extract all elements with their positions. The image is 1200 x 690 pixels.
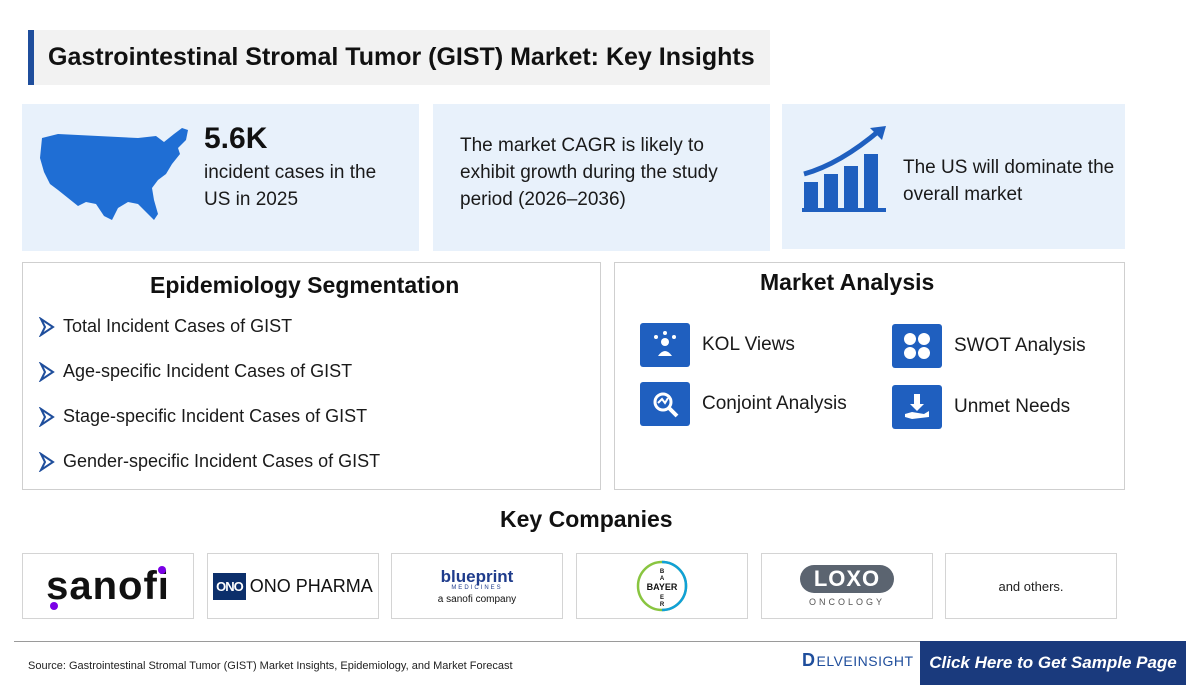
key-companies-title: Key Companies: [500, 506, 673, 532]
chevron-right-icon: [38, 451, 55, 472]
blueprint-sub: MEDICINES: [451, 585, 503, 591]
unmet-needs-icon: [892, 385, 942, 429]
ono-box-mark: ONO: [213, 572, 246, 600]
epi-item-stage: Stage-specific Incident Cases of GIST: [38, 406, 367, 427]
ma-item-swot: SWOT Analysis: [892, 324, 1086, 368]
incident-cases-text: incident cases in the US in 2025: [204, 162, 377, 210]
loxo-sub: ONCOLOGY: [808, 597, 885, 607]
ma-item-unmet: Unmet Needs: [892, 385, 1070, 429]
chevron-right-icon: [38, 406, 55, 427]
others-text: and others.: [998, 578, 1064, 594]
delveinsight-wordmark: ELVEINSIGHT: [816, 652, 914, 669]
sanofi-wordmark: sanofi: [46, 563, 170, 608]
ma-item-conjoint: Conjoint Analysis: [640, 382, 847, 426]
logo-loxo: LOXO ONCOLOGY: [761, 553, 933, 619]
loxo-logo: LOXO ONCOLOGY: [799, 565, 895, 607]
cagr-text: The market CAGR is likely to exhibit gro…: [460, 135, 718, 210]
chevron-right-icon: [38, 361, 55, 382]
svg-text:R: R: [660, 602, 665, 608]
epidemiology-panel: [22, 262, 601, 490]
title-accent-bar: [28, 30, 34, 85]
delveinsight-mark: D: [802, 650, 816, 670]
epi-item-label: Gender-specific Incident Cases of GIST: [63, 451, 381, 471]
kol-icon: [640, 323, 690, 367]
page-title: Gastrointestinal Stromal Tumor (GIST) Ma…: [48, 43, 755, 71]
ono-pharma-logo: ONO ONO PHARMA: [213, 572, 373, 600]
ma-item-label: Unmet Needs: [954, 396, 1071, 417]
loxo-wordmark: LOXO: [799, 565, 895, 593]
chevron-right-icon: [38, 316, 55, 337]
svg-text:BAYER: BAYER: [647, 582, 678, 592]
svg-text:B: B: [660, 569, 665, 575]
epi-item-label: Age-specific Incident Cases of GIST: [63, 361, 353, 381]
bayer-cross-logo: BAYER B A E R: [636, 560, 688, 612]
footer-divider: [14, 641, 1186, 642]
logo-sanofi: sanofi: [22, 553, 194, 619]
svg-text:E: E: [660, 595, 664, 601]
epi-item-age: Age-specific Incident Cases of GIST: [38, 361, 352, 382]
epi-item-label: Total Incident Cases of GIST: [63, 316, 293, 336]
source-text: Source: Gastrointestinal Stromal Tumor (…: [28, 660, 513, 672]
title-bar: Gastrointestinal Stromal Tumor (GIST) Ma…: [28, 30, 770, 85]
insight-card-us-dominance: [782, 104, 1125, 249]
us-map-icon: [40, 128, 188, 220]
ma-item-label: KOL Views: [702, 334, 795, 355]
market-analysis-title: Market Analysis: [760, 269, 935, 295]
sample-page-button[interactable]: Click Here to Get Sample Page: [920, 641, 1186, 685]
epi-item-label: Stage-specific Incident Cases of GIST: [63, 406, 368, 426]
logo-ono-pharma: ONO ONO PHARMA: [207, 553, 379, 619]
insight-card-cagr: [433, 104, 770, 251]
epi-item-gender: Gender-specific Incident Cases of GIST: [38, 451, 380, 472]
growth-chart-icon: [802, 126, 886, 212]
sanofi-logo: sanofi: [46, 563, 170, 610]
swot-icon: [892, 324, 942, 368]
svg-text:A: A: [660, 576, 665, 582]
ma-item-kol: KOL Views: [640, 323, 795, 367]
logo-others: and others.: [945, 553, 1117, 619]
delveinsight-logo: D ELVEINSIGHT: [802, 650, 914, 671]
ono-pharma-wordmark: ONO PHARMA: [249, 575, 373, 596]
blueprint-wordmark: blueprint: [440, 567, 514, 586]
blueprint-logo: blueprint MEDICINES a sanofi company: [438, 567, 516, 605]
conjoint-icon: [640, 382, 690, 426]
ma-item-label: SWOT Analysis: [954, 335, 1086, 356]
logo-bayer: BAYER B A E R: [576, 553, 748, 619]
incident-cases-value: 5.6K: [204, 122, 268, 155]
market-analysis-panel: [614, 262, 1125, 490]
epi-item-total: Total Incident Cases of GIST: [38, 316, 292, 337]
us-dominance-text: The US will dominate the overall market: [903, 157, 1115, 205]
logo-blueprint: blueprint MEDICINES a sanofi company: [391, 553, 563, 619]
blueprint-parent: a sanofi company: [437, 594, 517, 605]
ma-item-label: Conjoint Analysis: [702, 393, 847, 414]
epidemiology-title: Epidemiology Segmentation: [150, 272, 460, 298]
